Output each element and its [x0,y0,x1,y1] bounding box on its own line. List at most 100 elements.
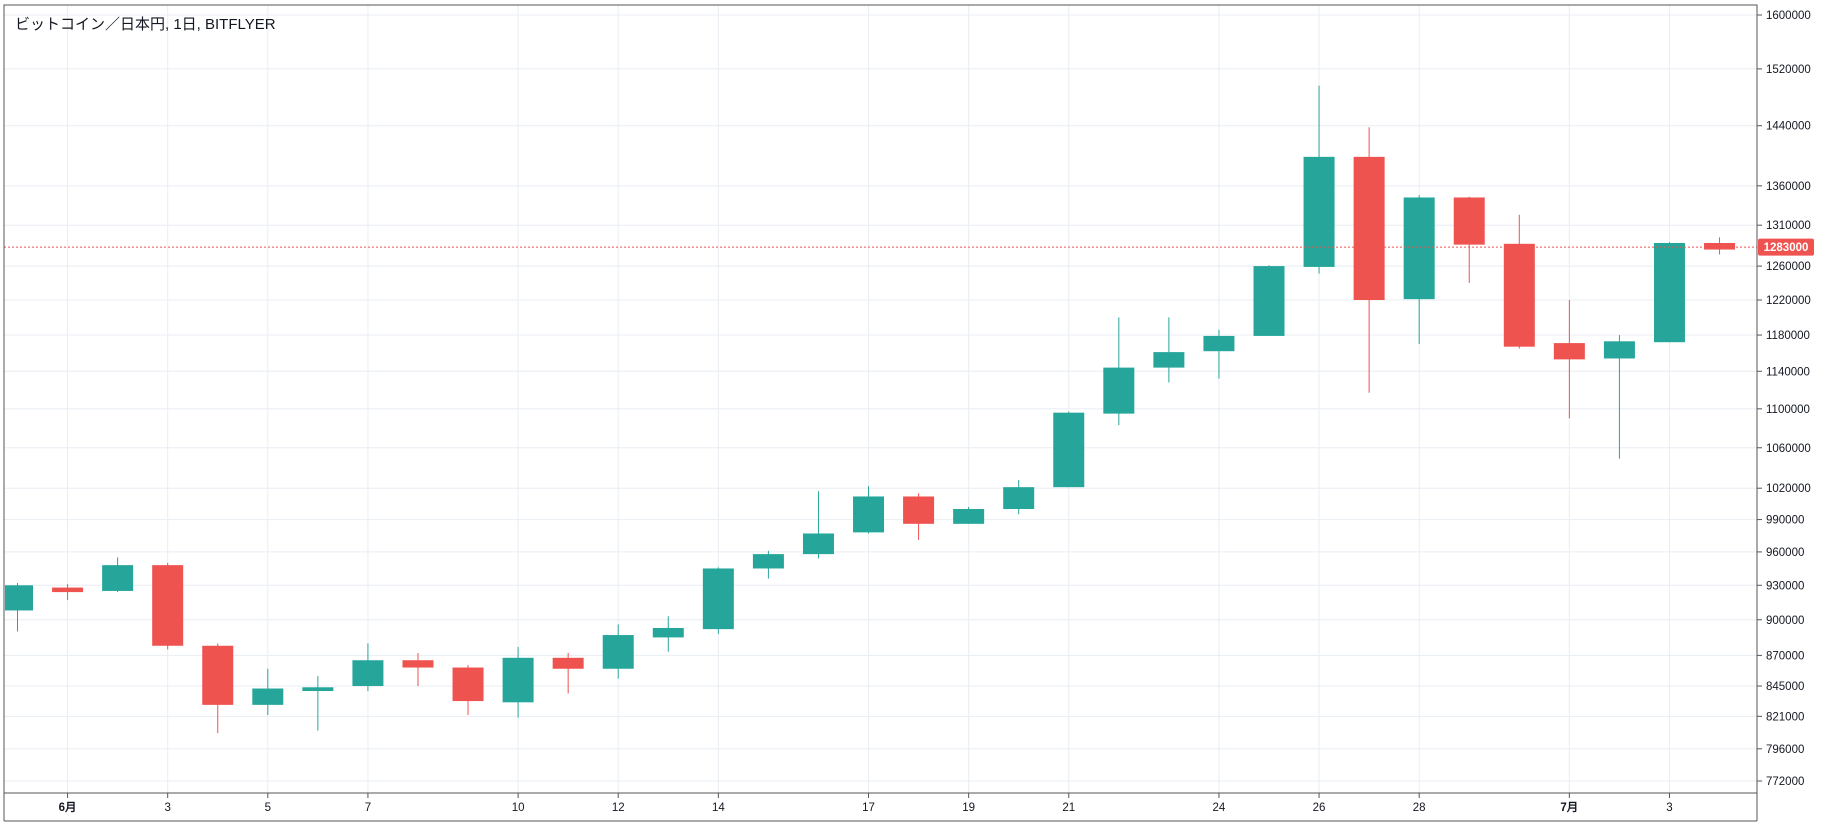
candle-up [302,676,334,731]
candle-body [202,645,234,705]
time-tick-label: 6月 [59,801,77,814]
price-tick-label: 772000 [1766,776,1804,788]
candle-up [1203,329,1235,379]
candle-up [1153,317,1185,383]
time-tick-label: 7月 [1560,801,1578,814]
candle-up [1653,242,1685,343]
time-tick-label: 19 [962,802,975,814]
candle-body [552,657,584,669]
candle-body [1603,341,1635,359]
price-tick-label: 1440000 [1766,121,1811,133]
candle-down [1353,127,1385,393]
price-tick-label: 1060000 [1766,443,1811,455]
price-tick-label: 1140000 [1766,366,1810,378]
price-tick-label: 1600000 [1766,10,1811,22]
price-tick-label: 1360000 [1766,181,1811,193]
candle-up [1053,411,1085,488]
price-tick-label: 870000 [1766,650,1804,662]
candle-down [402,652,434,687]
price-tick-label: 1310000 [1766,220,1811,232]
candles [5,85,1736,734]
price-tick-label: 960000 [1766,547,1804,559]
price-tick-label: 930000 [1766,580,1804,592]
candle-body [1653,242,1685,343]
last-price-badge: 1283000 [1758,238,1814,256]
candle-body [1003,487,1035,510]
time-tick-label: 3 [1666,802,1672,814]
grid [4,5,1757,793]
candle-down [52,584,84,601]
symbol-legend[interactable]: ビットコイン／日本円, 1日, BITFLYER [15,16,276,33]
price-tick-label: 900000 [1766,615,1804,627]
candle-body [1403,197,1435,300]
price-tick-label: 1180000 [1766,330,1810,342]
candle-up [702,567,734,634]
candle-down [1704,237,1736,255]
candle-up [1603,335,1635,459]
candle-down [552,652,584,694]
price-axis[interactable]: 1600000 1520000 1440000 1360000 1310000 12600… [1757,10,1811,788]
candle-body [652,627,684,638]
time-tick-label: 17 [862,802,875,814]
candle-up [5,583,33,632]
time-tick-label: 5 [265,802,271,814]
candle-body [1253,266,1285,336]
candle-down [1553,300,1585,419]
candle-body [702,568,734,630]
candle-down [202,643,234,734]
price-tick-label: 990000 [1766,515,1804,527]
candle-body [1103,367,1135,414]
price-tick-label: 1260000 [1766,261,1811,273]
price-tick-label: 1100000 [1766,404,1810,416]
candle-down [152,562,184,650]
time-tick-label: 3 [164,802,170,814]
candle-up [102,557,134,593]
time-tick-label: 10 [512,802,525,814]
candle-up [953,506,985,524]
candle-body [102,565,134,591]
candle-up [853,486,885,534]
time-tick-label: 7 [365,802,371,814]
candle-body [1704,242,1736,250]
candle-up [1103,317,1135,426]
candle-down [452,665,484,716]
candle-body [903,496,935,524]
candle-body [1453,197,1485,245]
candle-up [502,646,534,718]
candle-body [52,587,84,593]
candle-body [352,660,384,687]
candle-up [1003,479,1035,515]
candle-up [1303,85,1335,274]
time-axis[interactable]: 6月 3 5 7 10 12 14 17 19 21 24 26 28 7月 3 [59,793,1673,814]
candle-body [402,660,434,668]
candle-body [1203,335,1235,352]
candle-up [752,550,784,579]
candle-down [903,493,935,540]
candle-down [1503,214,1535,349]
candle-up [602,624,634,679]
candle-down [1453,196,1485,283]
candle-body [1303,156,1335,267]
candle-body [1353,156,1385,301]
candle-body [1053,412,1085,488]
candle-body [452,667,484,702]
candle-body [802,533,834,555]
candle-up [252,668,284,716]
candle-up [1403,195,1435,344]
candle-body [152,565,184,646]
candle-body [1153,352,1185,368]
price-tick-label: 796000 [1766,744,1804,756]
candle-up [352,643,384,692]
candle-body [602,635,634,669]
time-tick-label: 21 [1062,802,1075,814]
candle-body [252,688,284,705]
candle-body [1503,243,1535,347]
candle-up [1253,265,1285,336]
last-price-value: 1283000 [1764,242,1809,254]
candle-body [1553,343,1585,360]
candle-up [652,616,684,652]
time-tick-label: 14 [712,802,725,814]
candle-body [853,496,885,533]
candle-body [5,585,33,611]
